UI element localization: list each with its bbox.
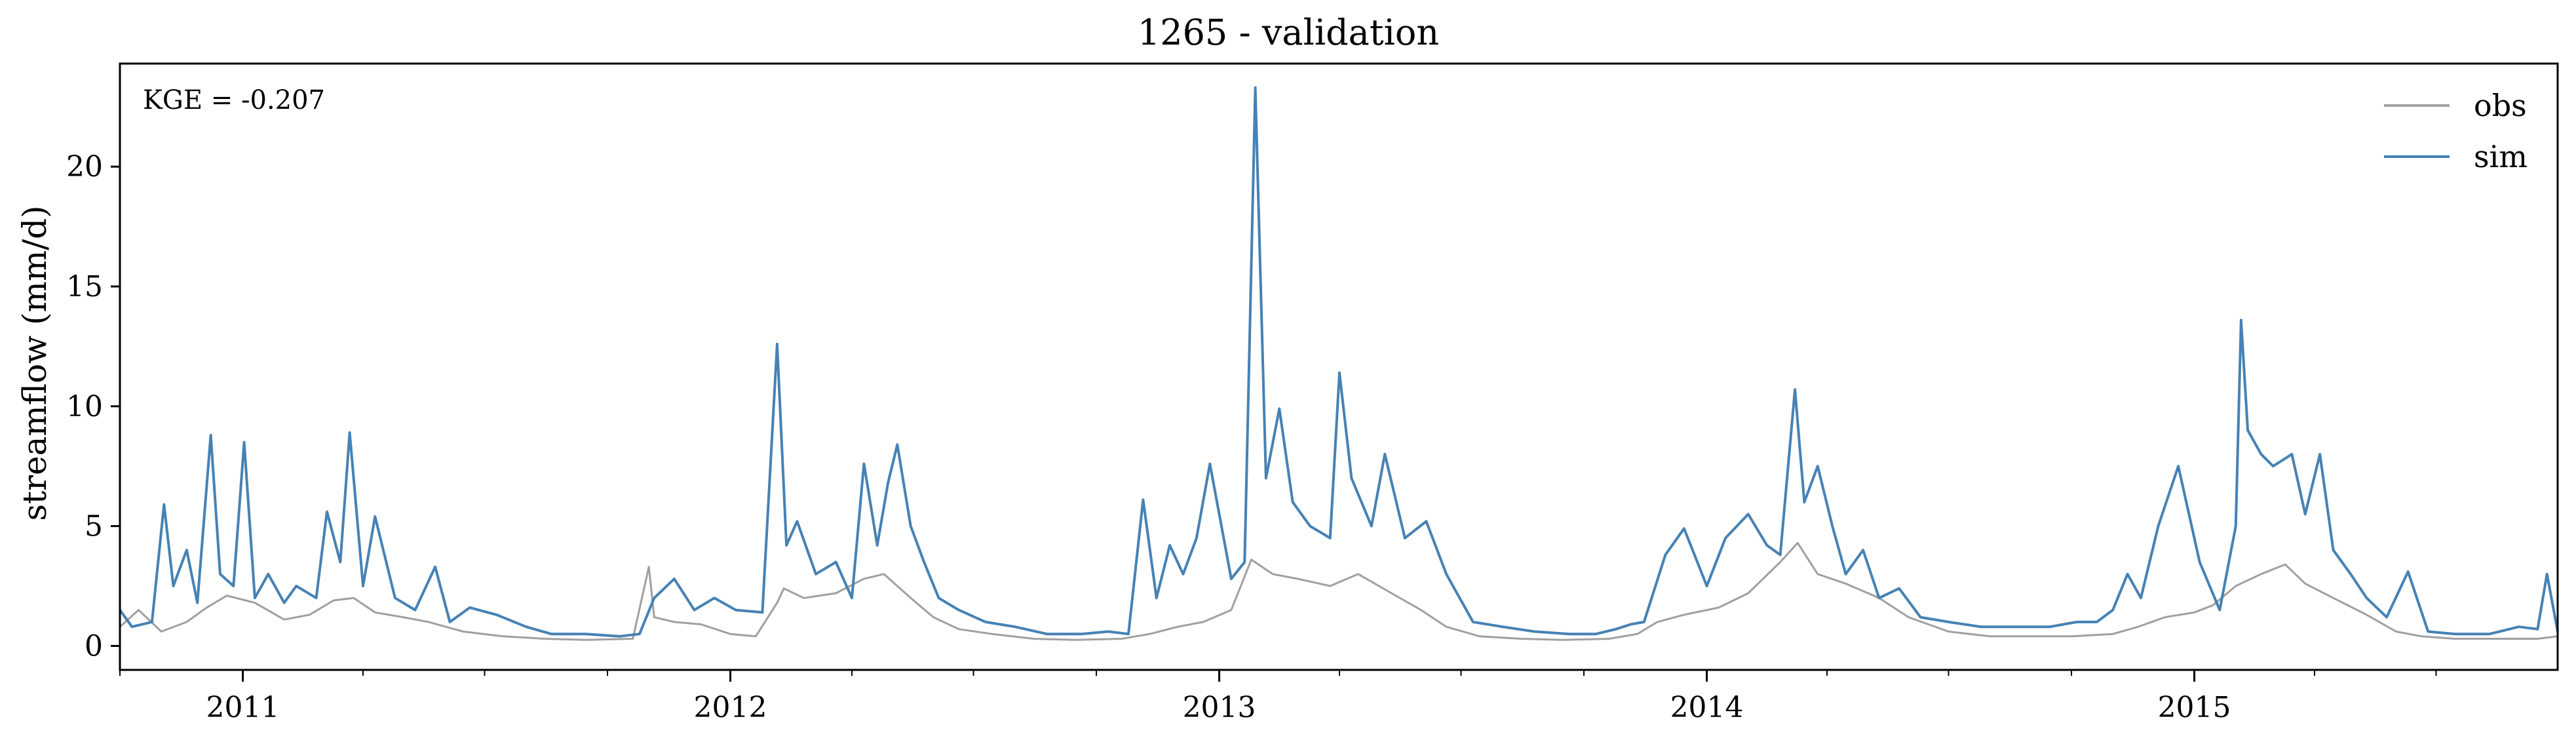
- legend: obs sim: [2384, 88, 2528, 174]
- x-tick-label: 2014: [1670, 691, 1744, 724]
- y-tick-label: 10: [66, 390, 103, 423]
- x-tick-label: 2011: [206, 691, 280, 724]
- y-axis: 0 5 10 15 20: [66, 150, 120, 663]
- x-axis: 2011 2012 2013 2014 2015: [119, 670, 2437, 724]
- y-axis-label: streamflow (mm/d): [16, 205, 54, 520]
- plot-area: KGE = -0.207: [119, 62, 2559, 671]
- chart-title: 1265 - validation: [1138, 12, 1439, 53]
- series-line-obs: [119, 541, 2558, 641]
- series-line-sim: [119, 86, 2559, 638]
- y-tick-label: 0: [85, 629, 103, 663]
- y-tick-label: 5: [85, 510, 103, 543]
- series-layer: [119, 86, 2559, 641]
- legend-obs-label: obs: [2474, 88, 2527, 123]
- plot-frame: [119, 62, 2559, 671]
- x-tick-label: 2013: [1183, 691, 1256, 724]
- x-tick-label: 2015: [2158, 691, 2231, 724]
- x-tick-label: 2012: [694, 691, 767, 724]
- legend-sim-label: sim: [2474, 139, 2528, 174]
- y-tick-label: 20: [66, 150, 103, 184]
- y-tick-label: 15: [66, 270, 103, 303]
- kge-annotation: KGE = -0.207: [143, 85, 325, 115]
